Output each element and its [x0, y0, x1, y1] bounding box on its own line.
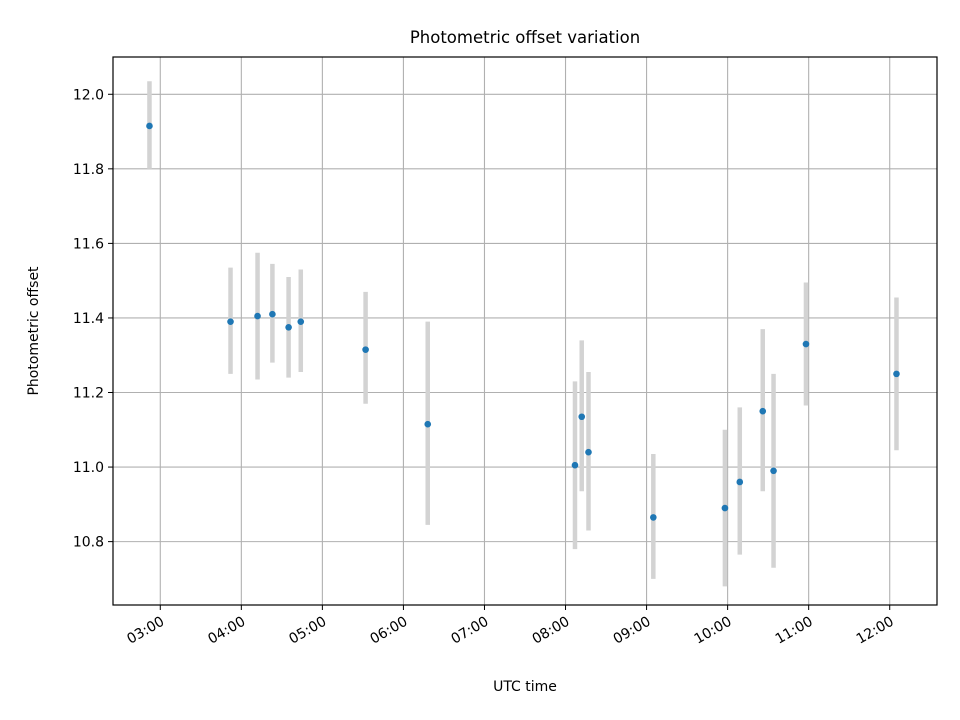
data-point — [893, 370, 900, 378]
chart-title: Photometric offset variation — [410, 28, 640, 47]
data-point — [585, 448, 592, 456]
x-axis-label: UTC time — [493, 679, 557, 695]
data-points — [146, 122, 900, 521]
y-axis-label: Photometric offset — [26, 266, 42, 396]
y-tick-label: 11.0 — [73, 460, 104, 476]
data-point — [362, 346, 369, 353]
data-point — [269, 310, 276, 318]
y-tick-label: 11.4 — [73, 311, 104, 327]
data-point — [424, 420, 432, 428]
data-point — [146, 122, 153, 130]
data-point — [650, 514, 657, 521]
grid-lines — [113, 57, 937, 605]
data-point — [254, 312, 261, 320]
data-point — [759, 407, 767, 415]
y-tick-label: 10.8 — [73, 535, 104, 551]
plot-frame — [112, 56, 938, 606]
y-tick-label: 12.0 — [73, 87, 104, 103]
data-point — [285, 323, 292, 331]
y-tick-label: 11.8 — [73, 162, 104, 178]
data-point — [578, 413, 586, 421]
data-point — [770, 467, 777, 475]
data-point — [802, 340, 810, 348]
data-point — [721, 504, 729, 512]
data-point — [297, 318, 305, 325]
data-point — [227, 318, 234, 325]
data-point — [736, 478, 744, 486]
y-tick-label: 11.6 — [73, 236, 104, 252]
data-point — [571, 461, 579, 469]
y-tick-label: 11.2 — [73, 386, 104, 402]
